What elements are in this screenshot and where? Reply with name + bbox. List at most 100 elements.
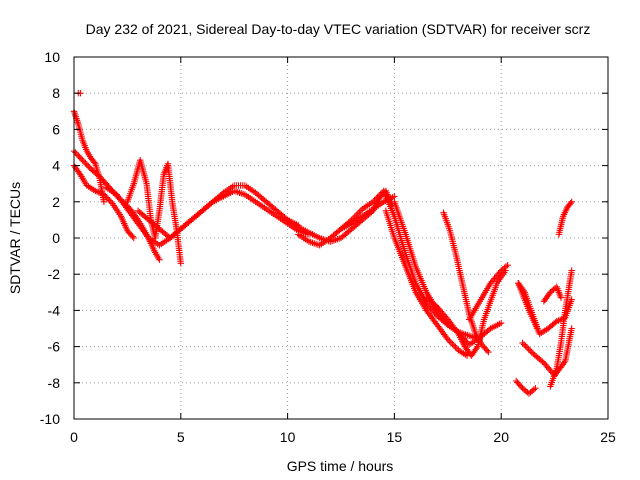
series-arc-21 <box>540 283 565 305</box>
y-tick-label: -4 <box>48 302 61 318</box>
data-marker <box>519 339 526 347</box>
y-tick-label: 8 <box>52 85 60 101</box>
data-marker <box>348 216 355 224</box>
data-marker <box>106 197 113 204</box>
series-arc-14 <box>465 261 511 323</box>
data-marker <box>520 287 527 294</box>
data-marker <box>453 345 461 352</box>
series-arc-8 <box>295 193 398 249</box>
series-arc-13 <box>440 209 492 356</box>
data-markers <box>70 90 575 397</box>
data-marker <box>534 325 541 332</box>
data-marker <box>369 198 377 205</box>
data-marker <box>539 358 546 365</box>
data-marker <box>77 155 85 162</box>
data-marker <box>377 190 384 198</box>
data-marker <box>80 158 88 165</box>
data-marker <box>522 342 529 350</box>
data-marker <box>518 383 525 390</box>
data-marker <box>107 198 115 206</box>
data-marker <box>450 342 458 349</box>
data-marker <box>446 337 453 345</box>
data-marker <box>432 302 439 309</box>
y-tick-label: -2 <box>48 266 61 282</box>
y-tick-label: 2 <box>52 194 60 210</box>
data-marker <box>532 385 539 392</box>
data-marker <box>130 234 138 242</box>
data-marker <box>473 344 480 352</box>
data-marker <box>103 194 110 201</box>
data-marker <box>520 341 528 348</box>
x-tick-label: 10 <box>280 429 296 445</box>
data-marker <box>177 260 184 267</box>
x-tick-label: 25 <box>600 429 616 445</box>
data-marker <box>568 325 575 332</box>
data-marker <box>91 159 98 166</box>
data-marker <box>75 152 82 159</box>
data-marker <box>82 159 89 167</box>
x-tick-label: 5 <box>177 429 185 445</box>
data-marker <box>374 193 381 201</box>
data-marker <box>357 207 365 214</box>
data-marker <box>372 195 380 202</box>
data-marker <box>523 344 531 351</box>
data-marker <box>85 163 92 170</box>
data-marker <box>525 345 532 353</box>
series-arc-17 <box>512 377 539 397</box>
data-marker <box>102 192 109 200</box>
data-marker <box>351 213 358 220</box>
data-marker <box>375 192 383 199</box>
data-marker <box>83 161 91 168</box>
data-marker <box>452 343 459 351</box>
y-tick-label: 6 <box>52 121 60 137</box>
y-tick-label: -10 <box>40 411 60 427</box>
series-arc-18 <box>547 267 575 390</box>
data-marker <box>526 347 534 354</box>
data-marker <box>73 150 81 158</box>
y-tick-label: 10 <box>44 49 60 65</box>
y-axis-label: SDTVAR / TECUs <box>7 182 23 294</box>
data-marker <box>568 267 575 274</box>
data-marker <box>371 197 378 204</box>
data-marker <box>72 149 79 156</box>
y-tick-label: -8 <box>48 375 61 391</box>
data-marker <box>100 191 108 198</box>
data-marker <box>485 348 492 356</box>
data-marker <box>346 217 354 225</box>
series-arc-12 <box>423 267 509 359</box>
data-marker <box>557 294 565 301</box>
chart-title: Day 232 of 2021, Sidereal Day-to-day VTE… <box>86 21 591 37</box>
data-marker <box>568 198 575 205</box>
data-marker <box>567 199 574 207</box>
data-marker <box>354 210 361 217</box>
data-marker <box>76 169 83 177</box>
data-marker <box>208 199 215 207</box>
grid <box>74 57 608 419</box>
data-marker <box>79 156 86 164</box>
series-arc-10 <box>382 207 471 359</box>
series-arc-6 <box>134 187 313 242</box>
data-marker <box>104 195 112 203</box>
data-marker <box>129 233 136 240</box>
y-tick-label: 4 <box>52 158 60 174</box>
data-marker <box>447 339 455 346</box>
y-tick-label: 0 <box>52 230 60 246</box>
x-tick-label: 15 <box>387 429 403 445</box>
data-marker <box>100 198 108 205</box>
data-marker <box>444 336 451 343</box>
data-marker <box>356 208 363 216</box>
data-marker <box>485 326 493 333</box>
x-tick-label: 0 <box>70 429 78 445</box>
x-tick-label: 20 <box>493 429 509 445</box>
data-marker <box>449 340 456 348</box>
x-axis-label: GPS time / hours <box>287 458 394 474</box>
y-tick-label: -6 <box>48 339 61 355</box>
data-marker <box>353 212 360 219</box>
data-marker <box>86 164 93 171</box>
series-arc-16 <box>519 325 575 379</box>
data-marker <box>76 153 83 161</box>
data-marker <box>528 349 535 356</box>
data-marker <box>350 215 357 222</box>
